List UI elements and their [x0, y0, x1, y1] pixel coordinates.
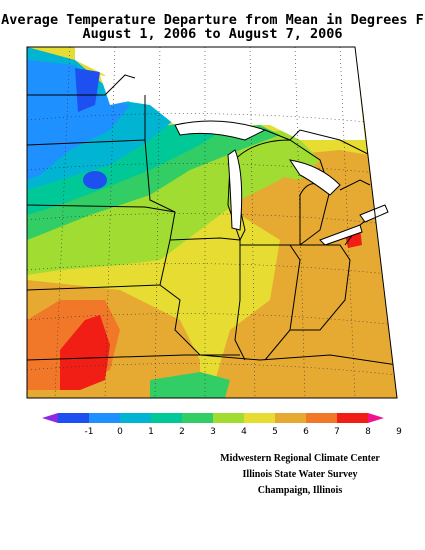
credit-location: Champaign, Illinois	[257, 485, 343, 496]
legend-tick-label: 8	[365, 427, 371, 437]
legend-tick-label: 5	[272, 427, 278, 437]
map-frame	[26, 46, 398, 399]
legend-tick-label: 6	[303, 427, 309, 437]
legend-swatch	[306, 413, 338, 423]
graticule	[27, 47, 397, 398]
legend-swatch	[58, 413, 90, 423]
legend-swatch	[182, 413, 214, 423]
legend-swatch	[213, 413, 245, 423]
legend-tick-label: 4	[241, 427, 247, 437]
color-legend: -1 0 1 2 3 4 5 6 7 8 9	[42, 413, 402, 437]
credit-center: Midwestern Regional Climate Center	[220, 453, 380, 464]
legend-swatch	[120, 413, 152, 423]
legend-tick-label: 1	[148, 427, 154, 437]
legend-tick-label: 0	[117, 427, 123, 437]
legend-swatch	[151, 413, 183, 423]
great-lakes	[174, 120, 389, 246]
legend-arrow-high	[368, 413, 384, 423]
legend-arrow-low	[42, 413, 58, 423]
legend-swatch	[244, 413, 276, 423]
legend-tick-label: -1	[85, 427, 94, 437]
legend-tick-label: 3	[210, 427, 216, 437]
temperature-contour-fill	[27, 47, 397, 398]
credit-survey: Illinois State Water Survey	[242, 469, 358, 480]
legend-swatch	[275, 413, 307, 423]
map-date-range: August 1, 2006 to August 7, 2006	[82, 26, 343, 42]
legend-swatch	[337, 413, 369, 423]
legend-tick-label: 2	[179, 427, 185, 437]
map-title: Average Temperature Departure from Mean …	[1, 12, 424, 28]
legend-tick-label: 7	[334, 427, 340, 437]
legend-swatch	[89, 413, 121, 423]
legend-tick-label: 9	[396, 427, 402, 437]
